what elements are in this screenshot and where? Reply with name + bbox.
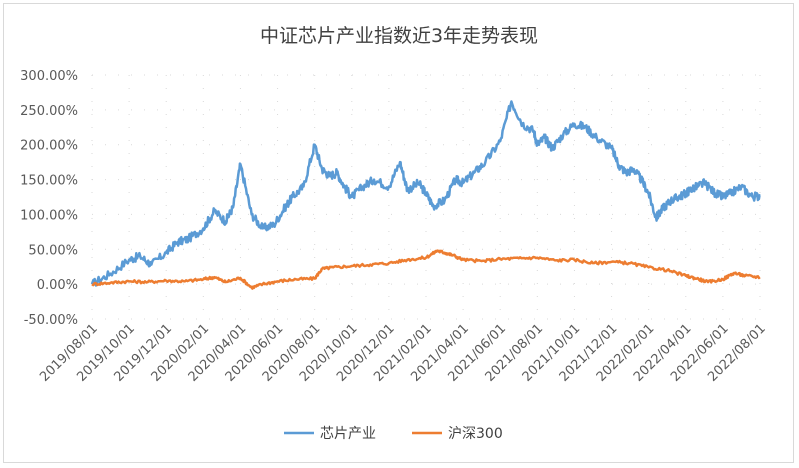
- chart-frame: [3, 3, 794, 463]
- legend: 芯片产业 沪深300: [284, 426, 503, 442]
- y-tick-label: 150.00%: [20, 174, 78, 189]
- legend-label-1: 沪深300: [448, 426, 503, 442]
- y-tick-label: 300.00%: [20, 69, 78, 84]
- series-line-1: [91, 249, 761, 290]
- y-axis: 300.00% 250.00% 200.00% 150.00% 100.00% 50.00…: [20, 69, 78, 328]
- series-group: [90, 100, 761, 290]
- y-tick-label: 250.00%: [20, 104, 78, 119]
- y-tick-label: -50.00%: [24, 313, 78, 328]
- y-tick-label: 100.00%: [20, 208, 78, 223]
- y-tick-label: 0.00%: [37, 278, 78, 293]
- y-tick-label: 200.00%: [20, 139, 78, 154]
- y-tick-label: 50.00%: [28, 243, 78, 258]
- chart-title: 中证芯片产业指数近3年走势表现: [260, 25, 538, 47]
- x-axis: 2019/08/012019/10/012019/12/012020/02/01…: [37, 321, 769, 385]
- series-line-0: [90, 100, 761, 287]
- legend-label-0: 芯片产业: [320, 426, 376, 442]
